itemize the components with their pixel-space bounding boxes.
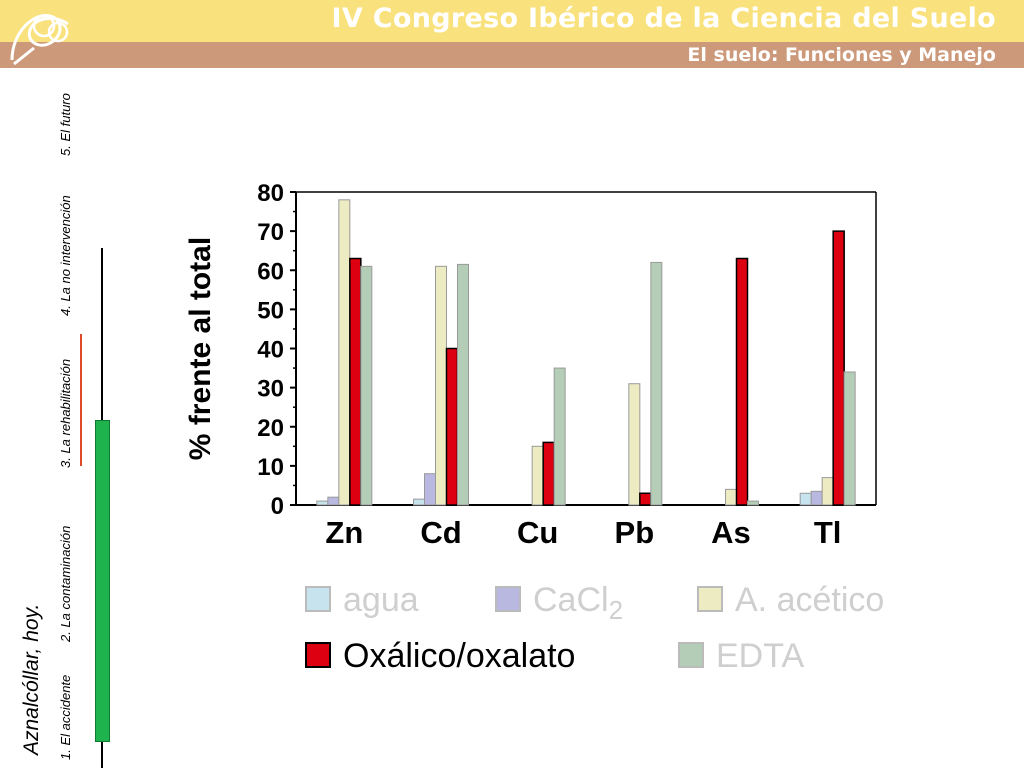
bar-zn-3 bbox=[349, 257, 362, 506]
bar-as-2 bbox=[725, 488, 737, 506]
legend-item-agua: agua bbox=[305, 581, 419, 620]
x-tick-label: Pb bbox=[615, 515, 655, 550]
conference-subtitle: El suelo: Funciones y Manejo bbox=[687, 44, 996, 66]
bar-tl-1 bbox=[810, 490, 823, 506]
legend-swatch-oxalico bbox=[305, 642, 331, 669]
bar-tl-0 bbox=[799, 492, 812, 506]
bar-zn-0 bbox=[316, 500, 329, 506]
legend-label-edta: EDTA bbox=[716, 637, 805, 675]
y-tick-label: 50 bbox=[257, 297, 284, 324]
bar-tl-4 bbox=[843, 371, 856, 506]
chart-legend: agua CaCl2 A. acético Oxálico/oxalato ED… bbox=[305, 575, 945, 685]
nav-item-no-intervencion[interactable]: 4. La no intervención bbox=[58, 195, 73, 316]
congress-logo-icon bbox=[10, 14, 69, 66]
legend-item-acetico: A. acético bbox=[697, 581, 884, 620]
legend-swatch-agua bbox=[305, 586, 331, 613]
nav-item-futuro[interactable]: 5. El futuro bbox=[58, 93, 73, 156]
legend-label-acetico: A. acético bbox=[735, 581, 885, 619]
y-tick-label: 80 bbox=[257, 180, 284, 207]
bar-cu-2 bbox=[531, 445, 544, 506]
conference-title: IV Congreso Ibérico de la Ciencia del Su… bbox=[331, 3, 996, 34]
legend-swatch-acetico bbox=[697, 586, 723, 613]
bar-cd-2 bbox=[435, 265, 447, 506]
bar-tl-3 bbox=[832, 230, 845, 506]
x-tick-label: Cu bbox=[517, 515, 558, 550]
bar-cu-3 bbox=[542, 441, 555, 506]
plot-area: 0 10 20 30 40 50 60 70 80 Zn Cd Cu Pb As Tl bbox=[257, 180, 877, 550]
y-tick-label: 70 bbox=[257, 219, 284, 246]
x-tick-label: Zn bbox=[325, 515, 363, 550]
legend-swatch-edta bbox=[678, 642, 704, 669]
section-title: Aznalcóllar, hoy. bbox=[20, 603, 43, 755]
bar-pb-4 bbox=[650, 261, 663, 506]
bar-pb-2 bbox=[628, 383, 641, 506]
bar-zn-4 bbox=[360, 265, 373, 506]
bar-as-4 bbox=[747, 500, 759, 506]
legend-item-oxalico: Oxálico/oxalato bbox=[305, 637, 575, 676]
y-tick-label: 40 bbox=[257, 337, 284, 364]
x-tick-label: Tl bbox=[814, 515, 842, 550]
bar-zn-2 bbox=[338, 199, 351, 506]
legend-swatch-cacl2 bbox=[495, 586, 521, 613]
header-band bbox=[0, 0, 1024, 42]
bar-cd-0 bbox=[413, 498, 425, 506]
y-axis-label-group: % frente al total bbox=[184, 237, 217, 460]
nav-item-rehabilitacion[interactable]: 3. La rehabilitación bbox=[58, 358, 73, 468]
x-tick-label: Cd bbox=[420, 515, 461, 550]
bar-cu-4 bbox=[553, 367, 566, 506]
progress-bar bbox=[95, 420, 110, 742]
legend-label-cacl2: CaCl bbox=[533, 581, 609, 619]
nav-item-contaminacion[interactable]: 2. La contaminación bbox=[58, 525, 73, 642]
y-tick-label: 20 bbox=[257, 415, 284, 442]
y-tick-label: 60 bbox=[257, 258, 284, 285]
legend-label-oxalico: Oxálico/oxalato bbox=[343, 637, 576, 675]
legend-item-edta: EDTA bbox=[678, 637, 804, 676]
bar-cd-4 bbox=[457, 263, 469, 506]
legend-item-cacl2: CaCl2 bbox=[495, 581, 623, 626]
y-tick-label: 30 bbox=[257, 376, 284, 403]
bar-cd-3 bbox=[445, 347, 459, 506]
bar-as-3 bbox=[735, 257, 749, 506]
bar-chart: % frente al total 0 10 20 30 40 50 60 70 80 Zn Cd C… bbox=[184, 180, 877, 550]
bar-pb-3 bbox=[639, 492, 652, 506]
nav-item-accidente[interactable]: 1. El accidente bbox=[58, 674, 73, 760]
bar-tl-2 bbox=[821, 477, 834, 506]
bar-zn-1 bbox=[327, 496, 340, 506]
y-tick-label: 0 bbox=[271, 493, 284, 520]
legend-label-agua: agua bbox=[343, 581, 419, 619]
section-nav: 1. El accidente 2. La contaminación 3. L… bbox=[58, 70, 80, 760]
legend-label-cacl2-subscript: 2 bbox=[608, 594, 624, 625]
current-section-marker bbox=[80, 334, 82, 466]
x-tick-label: As bbox=[711, 515, 751, 550]
y-axis-label: % frente al total bbox=[184, 237, 217, 460]
bar-cd-1 bbox=[424, 473, 436, 506]
y-tick-label: 10 bbox=[257, 454, 284, 481]
subheader-band bbox=[0, 42, 1024, 68]
